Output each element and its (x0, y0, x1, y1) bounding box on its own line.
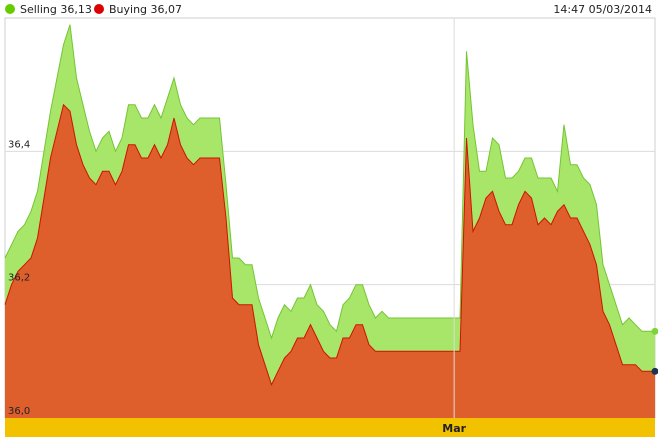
selling-last-point[interactable] (651, 327, 658, 335)
legend-label-selling: Selling 36,13 (20, 3, 92, 16)
x-axis-band (5, 418, 655, 437)
buying-last-point[interactable] (651, 367, 658, 375)
legend-swatch-selling (5, 4, 15, 14)
legend-label-buying: Buying 36,07 (109, 3, 182, 16)
legend-swatch-buying (94, 4, 104, 14)
legend-item-buying[interactable]: Buying 36,07 (94, 3, 182, 16)
y-tick-label: 36,2 (8, 273, 30, 284)
y-tick-label: 36,0 (8, 406, 30, 417)
plot-area: 36,0 36,2 36,4 (4, 17, 658, 419)
y-axis-tick-labels: 36,0 36,2 36,4 (8, 139, 30, 417)
selling-line (4, 24, 655, 340)
buying-area (5, 104, 655, 418)
y-tick-label: 36,4 (8, 139, 30, 150)
timestamp: 14:47 05/03/2014 (553, 3, 652, 16)
x-axis: Mar (5, 418, 655, 437)
x-tick-label: Mar (442, 422, 466, 435)
buying-line (4, 103, 655, 387)
x-axis-tick-labels: Mar (442, 422, 466, 435)
legend: Selling 36,13 Buying 36,07 (5, 3, 182, 16)
legend-item-selling[interactable]: Selling 36,13 (5, 3, 92, 16)
